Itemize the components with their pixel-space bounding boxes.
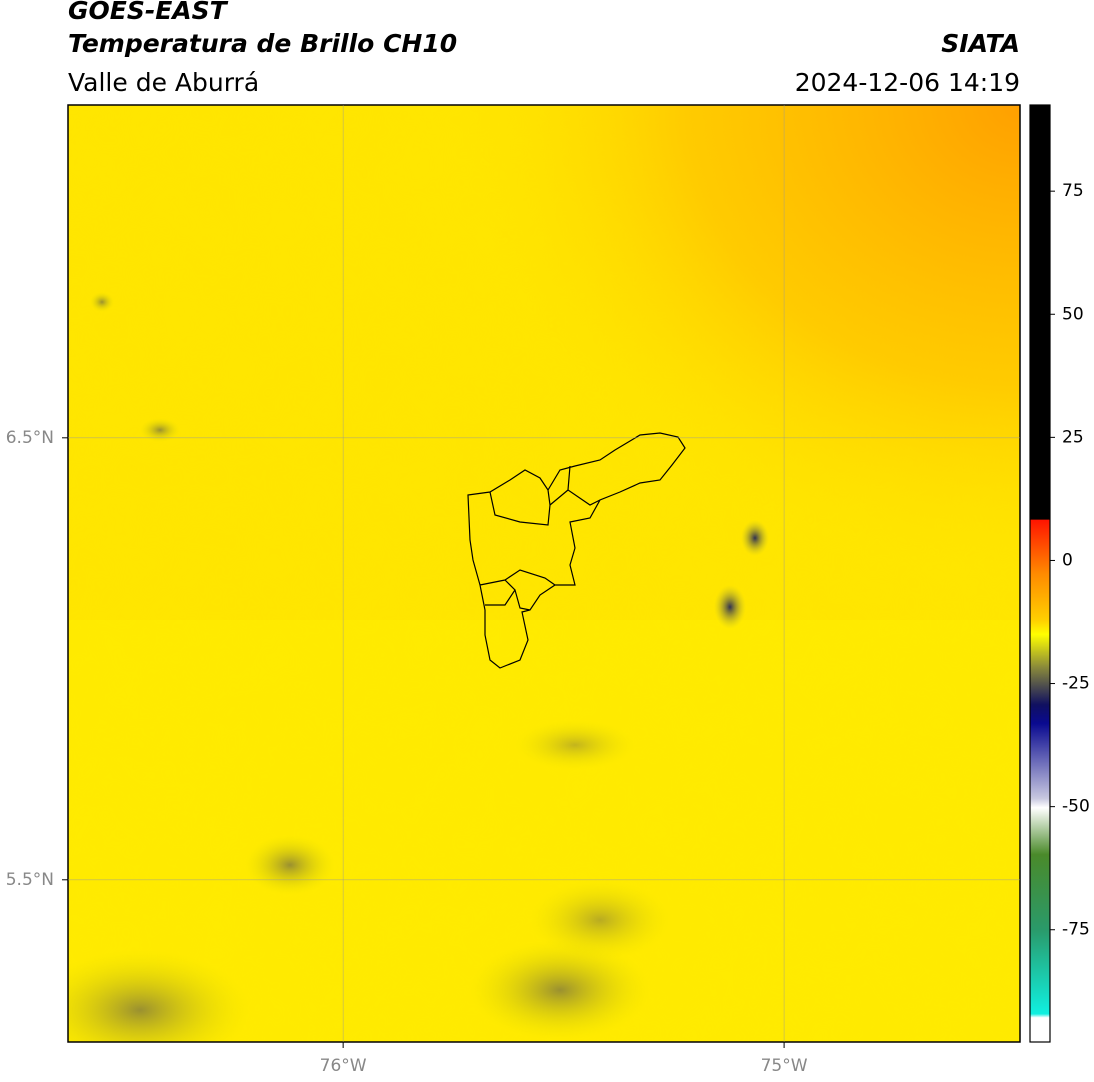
map-image [68,105,1020,1042]
y-tick-label: 6.5°N [6,428,54,448]
colorbar-tick-label: 25 [1062,427,1084,447]
region-boundary [467,432,686,669]
subtitle: Temperatura de Brillo CH10 [68,29,457,58]
x-tick-label: 75°W [761,1056,808,1076]
source: SIATA [941,29,1020,58]
colorbar [1029,104,1051,1043]
timestamp: 2024-12-06 14:19 [795,68,1020,97]
colorbar-tick-label: -50 [1062,797,1090,817]
colorbar-tick-label: 50 [1062,304,1084,324]
x-tick-label: 76°W [320,1056,367,1076]
title: GOES-EAST [68,0,229,25]
colorbar-tick-label: -75 [1062,920,1090,940]
map-frame [67,104,1021,1043]
colorbar-tick-label: -25 [1062,674,1090,694]
region: Valle de Aburrá [68,68,259,97]
y-tick-label: 5.5°N [6,870,54,890]
colorbar-tick-label: 0 [1062,550,1073,570]
colorbar-tick-label: 75 [1062,181,1084,201]
